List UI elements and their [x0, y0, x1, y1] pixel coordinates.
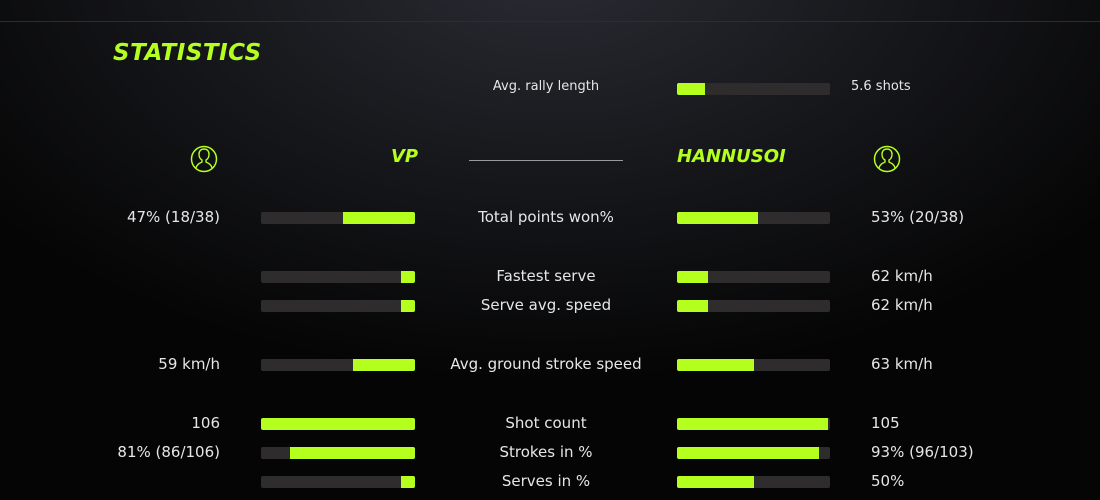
- stat-row: 106 Shot count 105: [0, 414, 1100, 434]
- stat-left-bar-fill: [342, 212, 415, 224]
- stat-left-bar: [261, 212, 415, 224]
- stat-right-bar-fill: [677, 271, 708, 283]
- stat-left-value: 81% (86/106): [117, 443, 220, 461]
- rally-bar: [677, 83, 830, 95]
- stat-right-value: 93% (96/103): [871, 443, 974, 461]
- stat-right-value: 50%: [871, 472, 905, 490]
- stat-right-value: 53% (20/38): [871, 208, 965, 226]
- rally-bar-fill: [677, 83, 705, 95]
- stat-left-bar: [261, 271, 415, 283]
- stat-left-bar: [261, 300, 415, 312]
- stat-right-bar: [677, 418, 830, 430]
- stat-label: Avg. ground stroke speed: [450, 355, 642, 373]
- stat-left-bar-fill: [401, 476, 415, 488]
- stat-left-bar: [261, 359, 415, 371]
- stat-right-bar-fill: [677, 447, 820, 459]
- stat-right-bar: [677, 300, 830, 312]
- stat-right-value: 62 km/h: [871, 296, 933, 314]
- player-right-name: HANNUSOI: [677, 146, 786, 167]
- stat-right-bar-fill: [677, 476, 754, 488]
- stat-row: 59 km/h Avg. ground stroke speed 63 km/h: [0, 355, 1100, 375]
- user-circle-icon: [873, 145, 901, 173]
- stat-left-bar-fill: [401, 300, 415, 312]
- stat-right-bar: [677, 359, 830, 371]
- page-title: STATISTICS: [113, 40, 262, 66]
- stat-right-bar: [677, 271, 830, 283]
- stat-right-bar-fill: [677, 418, 829, 430]
- stat-left-value: 47% (18/38): [126, 208, 220, 226]
- stat-label: Serves in %: [501, 472, 591, 490]
- player-left-name: VP: [391, 146, 419, 167]
- stat-right-bar: [677, 447, 830, 459]
- stat-right-value: 105: [871, 414, 900, 432]
- stat-right-bar-fill: [677, 212, 759, 224]
- stat-right-bar-fill: [677, 359, 754, 371]
- stat-label: Strokes in %: [499, 443, 593, 461]
- top-divider: [0, 21, 1100, 22]
- stat-left-bar-fill: [353, 359, 415, 371]
- stat-label: Fastest serve: [496, 267, 596, 285]
- stat-left-value: 59 km/h: [158, 355, 220, 373]
- stat-row: Fastest serve 62 km/h: [0, 267, 1100, 287]
- rally-label: Avg. rally length: [492, 79, 600, 94]
- stat-right-bar: [677, 476, 830, 488]
- stat-left-value: 106: [191, 414, 220, 432]
- stat-row: 81% (86/106) Strokes in % 93% (96/103): [0, 443, 1100, 463]
- user-circle-icon: [190, 145, 218, 173]
- stat-left-bar: [261, 418, 415, 430]
- stat-right-value: 62 km/h: [871, 267, 933, 285]
- stat-row: 47% (18/38) Total points won% 53% (20/38…: [0, 208, 1100, 228]
- stat-left-bar-fill: [290, 447, 415, 459]
- stat-right-bar: [677, 212, 830, 224]
- stat-left-bar: [261, 476, 415, 488]
- stat-label: Serve avg. speed: [480, 296, 612, 314]
- stat-label: Shot count: [505, 414, 587, 432]
- stat-right-value: 63 km/h: [871, 355, 933, 373]
- header-divider: [469, 160, 623, 161]
- stat-label: Total points won%: [478, 208, 614, 226]
- stat-row: Serve avg. speed 62 km/h: [0, 296, 1100, 316]
- stat-left-bar-fill: [401, 271, 415, 283]
- stat-right-bar-fill: [677, 300, 708, 312]
- stat-left-bar-fill: [261, 418, 415, 430]
- stat-row: Serves in % 50%: [0, 472, 1100, 492]
- stat-left-bar: [261, 447, 415, 459]
- rally-value: 5.6 shots: [851, 79, 911, 94]
- rally-row: Avg. rally length 5.6 shots: [0, 79, 1100, 99]
